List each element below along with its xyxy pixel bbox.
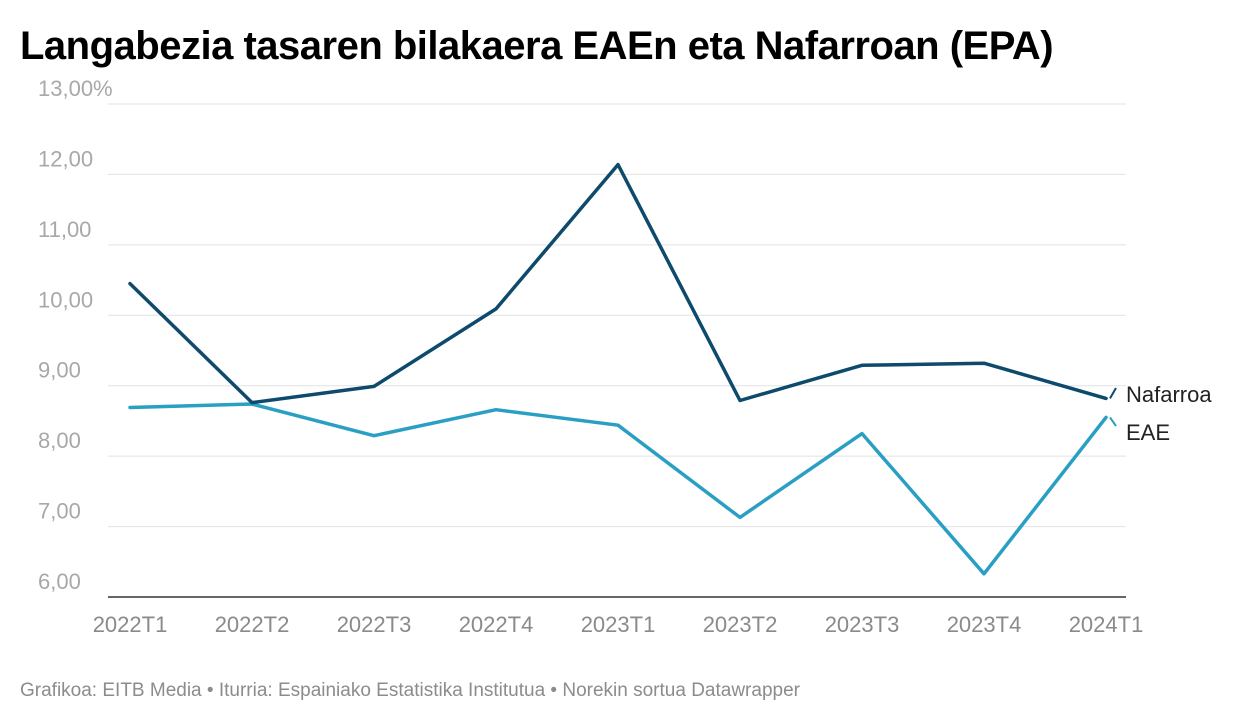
x-tick-label: 2022T3 [337,612,412,637]
y-tick-label: 11,00 [38,217,91,242]
y-tick-label: 6,00 [38,569,81,594]
gridlines [108,103,1126,598]
y-tick-label: 7,00 [38,499,81,524]
y-tick-label: 12,00 [38,146,93,171]
legend-label-eae: EAE [1126,420,1170,445]
x-tick-label: 2023T1 [581,612,656,637]
x-tick-label: 2023T3 [825,612,900,637]
source-footer: Grafikoa: EITB Media • Iturria: Espainia… [20,680,800,701]
x-tick-label: 2022T2 [215,612,290,637]
x-axis-ticks: 2022T1 2022T2 2022T3 2022T4 2023T1 2023T2 2023… [93,612,1144,637]
legend-connector [1109,416,1117,427]
x-tick-label: 2023T2 [703,612,778,637]
legend-connector [1109,387,1117,399]
series-line-nafarroa [128,162,1108,405]
y-tick-label: 13,00% [38,76,113,101]
chart-title: Langabezia tasaren bilakaera EAEn eta Na… [20,24,1054,68]
series-lines [128,162,1108,576]
y-axis-ticks: 6,00 7,00 8,00 9,00 10,00 11,00 12,00 13,00% [38,76,113,594]
legend: Nafarroa EAE [1109,382,1212,445]
y-tick-label: 9,00 [38,358,81,383]
y-tick-label: 8,00 [38,428,81,453]
legend-label-nafarroa: Nafarroa [1126,382,1212,407]
series-line-eae [128,402,1108,576]
x-tick-label: 2023T4 [947,612,1022,637]
y-tick-label: 10,00 [38,287,93,312]
x-tick-label: 2024T1 [1069,612,1144,637]
x-tick-label: 2022T4 [459,612,534,637]
x-tick-label: 2022T1 [93,612,168,637]
